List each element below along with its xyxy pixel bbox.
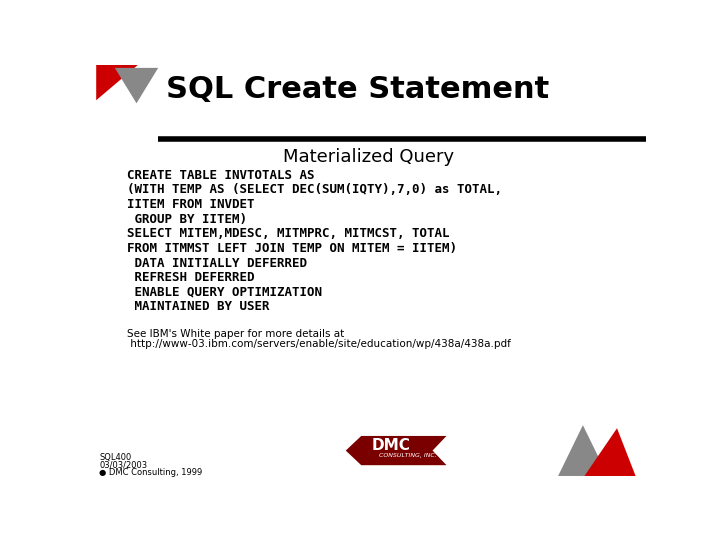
- Text: SQL Create Statement: SQL Create Statement: [166, 75, 549, 104]
- Text: FROM ITMMST LEFT JOIN TEMP ON MITEM = IITEM): FROM ITMMST LEFT JOIN TEMP ON MITEM = II…: [127, 242, 457, 255]
- Polygon shape: [114, 68, 158, 103]
- Text: DMC: DMC: [372, 438, 410, 453]
- Text: REFRESH DEFERRED: REFRESH DEFERRED: [127, 271, 255, 284]
- Text: SELECT MITEM,MDESC, MITMPRC, MITMCST, TOTAL: SELECT MITEM,MDESC, MITMPRC, MITMCST, TO…: [127, 227, 450, 240]
- Text: ENABLE QUERY OPTIMIZATION: ENABLE QUERY OPTIMIZATION: [127, 286, 323, 299]
- Text: See IBM's White paper for more details at: See IBM's White paper for more details a…: [127, 329, 344, 339]
- Text: Materialized Query: Materialized Query: [284, 148, 454, 166]
- Polygon shape: [96, 65, 138, 100]
- Text: (WITH TEMP AS (SELECT DEC(SUM(IQTY),7,0) as TOTAL,: (WITH TEMP AS (SELECT DEC(SUM(IQTY),7,0)…: [127, 184, 503, 197]
- Text: CREATE TABLE INVTOTALS AS: CREATE TABLE INVTOTALS AS: [127, 168, 315, 182]
- Text: http://www-03.ibm.com/servers/enable/site/education/wp/438a/438a.pdf: http://www-03.ibm.com/servers/enable/sit…: [127, 339, 511, 349]
- Text: SQL400: SQL400: [99, 453, 132, 462]
- Polygon shape: [585, 428, 636, 476]
- Text: IITEM FROM INVDET: IITEM FROM INVDET: [127, 198, 255, 211]
- Text: GROUP BY IITEM): GROUP BY IITEM): [127, 213, 247, 226]
- Text: MAINTAINED BY USER: MAINTAINED BY USER: [127, 300, 270, 313]
- Text: ● DMC Consulting, 1999: ● DMC Consulting, 1999: [99, 468, 202, 477]
- Text: CONSULTING, INC.: CONSULTING, INC.: [379, 454, 436, 458]
- Polygon shape: [346, 436, 446, 465]
- Polygon shape: [558, 425, 608, 476]
- Text: DATA INITIALLY DEFERRED: DATA INITIALLY DEFERRED: [127, 256, 307, 269]
- Text: 03/03/2003: 03/03/2003: [99, 461, 148, 470]
